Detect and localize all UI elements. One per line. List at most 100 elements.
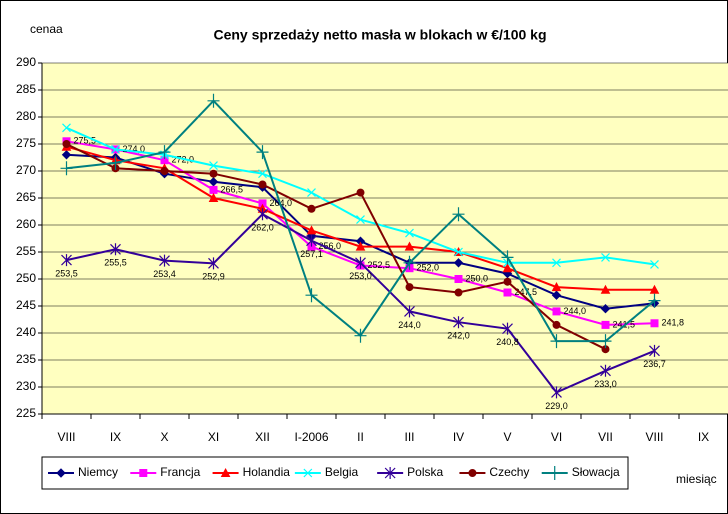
- legend-label: Francja: [160, 465, 200, 479]
- data-point: [600, 303, 611, 314]
- data-label: 244,0: [564, 306, 587, 316]
- data-label: 266,5: [221, 184, 244, 194]
- y-tick-label: 225: [16, 406, 36, 420]
- x-axis-label: miesiąc: [676, 472, 717, 486]
- data-label: 236,7: [643, 359, 666, 369]
- data-point: [599, 334, 612, 349]
- legend-label: Niemcy: [78, 465, 118, 479]
- legend-marker: [384, 467, 396, 479]
- data-label: 252,0: [417, 263, 440, 273]
- data-point: [552, 320, 561, 329]
- data-label: 252,9: [202, 272, 225, 282]
- data-point: [209, 169, 218, 178]
- data-point: [307, 204, 316, 213]
- data-point: [257, 208, 268, 221]
- y-tick-label: 245: [16, 298, 36, 312]
- data-point: [208, 177, 219, 187]
- y-tick-label: 280: [16, 109, 36, 123]
- data-point: [502, 322, 513, 335]
- legend-marker: [468, 469, 477, 477]
- data-point: [501, 250, 514, 265]
- data-point: [503, 288, 512, 297]
- legend-marker: [220, 467, 231, 477]
- data-point: [551, 386, 562, 399]
- y-tick-label: 260: [16, 217, 36, 231]
- data-label: 240,8: [496, 337, 519, 347]
- data-point: [600, 284, 611, 294]
- data-point: [600, 364, 611, 377]
- legend-label: Belgia: [325, 465, 359, 479]
- legend-label: Polska: [407, 465, 443, 479]
- data-label: 241,8: [662, 318, 685, 328]
- data-point: [405, 283, 414, 292]
- data-point: [354, 328, 367, 343]
- data-point: [208, 257, 219, 270]
- data-point: [453, 258, 464, 268]
- data-label: 250,0: [466, 273, 489, 283]
- legend-marker: [303, 468, 313, 478]
- x-tick-label: IX: [110, 430, 121, 444]
- x-tick-label: VIII: [57, 430, 75, 444]
- data-point: [551, 290, 562, 300]
- y-tick-label: 270: [16, 163, 36, 177]
- data-label: 253,4: [153, 269, 176, 279]
- x-tick-label: III: [404, 430, 414, 444]
- data-point: [209, 161, 218, 171]
- data-point: [356, 188, 365, 197]
- data-label: 253,5: [55, 268, 78, 278]
- data-point: [650, 259, 659, 269]
- data-point: [650, 319, 659, 328]
- data-point: [452, 207, 465, 222]
- data-point: [208, 192, 219, 202]
- data-point: [404, 241, 415, 251]
- data-point: [207, 93, 220, 108]
- legend-label: Holandia: [243, 465, 291, 479]
- data-point: [550, 334, 563, 349]
- x-tick-label: IX: [698, 430, 709, 444]
- data-point: [404, 305, 415, 318]
- data-point: [306, 225, 317, 235]
- y-tick-label: 235: [16, 352, 36, 366]
- data-label: 241,5: [613, 319, 636, 329]
- legend-marker: [548, 466, 561, 480]
- x-tick-label: IV: [453, 430, 464, 444]
- y-tick-label: 255: [16, 244, 36, 258]
- y-tick-label: 290: [16, 55, 36, 69]
- series-line: [66, 143, 606, 351]
- data-label: 244,0: [398, 320, 421, 330]
- data-label: 252,5: [368, 260, 391, 270]
- data-point: [306, 234, 317, 247]
- data-point: [601, 320, 610, 329]
- data-point: [111, 144, 120, 154]
- x-tick-label: VIII: [645, 430, 663, 444]
- data-point: [403, 255, 416, 270]
- data-point: [158, 145, 171, 160]
- data-point: [454, 275, 463, 283]
- y-tick-label: 250: [16, 271, 36, 285]
- y-tick-label: 275: [16, 136, 36, 150]
- data-point: [209, 185, 218, 194]
- y-axis-label: cenaa: [30, 22, 63, 36]
- legend-marker: [139, 469, 148, 477]
- data-label: 247,5: [515, 287, 538, 297]
- data-point: [503, 277, 512, 286]
- y-tick-label: 285: [16, 82, 36, 96]
- data-label: 253,0: [349, 271, 372, 281]
- data-point: [405, 228, 414, 238]
- data-label: 255,5: [104, 258, 127, 268]
- legend-label: Słowacja: [572, 465, 620, 479]
- data-point: [453, 316, 464, 329]
- data-point: [552, 258, 561, 268]
- data-label: 262,0: [251, 223, 274, 233]
- data-point: [649, 284, 660, 294]
- data-point: [355, 241, 366, 251]
- legend-label: Czechy: [489, 465, 529, 479]
- data-label: 242,0: [447, 331, 470, 341]
- data-label: 275,5: [74, 136, 97, 146]
- chart-title: Ceny sprzedaży netto masła w blokach w €…: [213, 27, 546, 43]
- data-point: [110, 243, 121, 256]
- x-tick-label: I-2006: [294, 430, 328, 444]
- data-label: 229,0: [545, 401, 568, 411]
- data-point: [601, 252, 610, 262]
